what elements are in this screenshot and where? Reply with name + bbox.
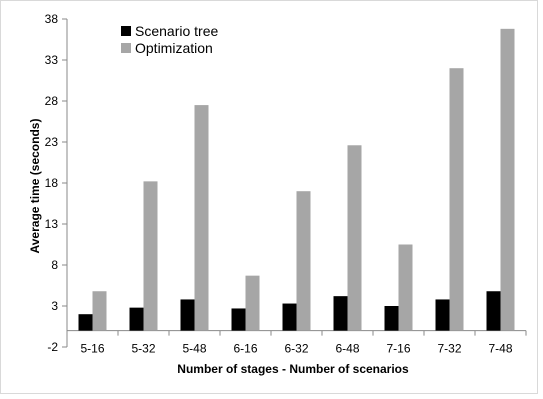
x-tick-label: 7-16 (386, 342, 410, 356)
bar-scenario-tree (333, 296, 348, 331)
bar-optimization (347, 145, 362, 331)
x-axis-title: Number of stages - Number of scenarios (177, 362, 409, 376)
x-tick-label: 7-32 (437, 342, 461, 356)
legend-swatch-scenario-tree (121, 26, 131, 36)
bar-optimization (194, 105, 209, 331)
bar-scenario-tree (435, 299, 450, 331)
bar-optimization (143, 181, 158, 331)
y-tick-label: 38 (45, 12, 59, 26)
bar-optimization (500, 28, 515, 331)
bar-optimization (398, 244, 413, 331)
legend-swatch-optimization (121, 43, 131, 53)
bar-scenario-tree (78, 314, 93, 331)
bar-optimization (92, 291, 107, 331)
chart-frame: -2 3 8 13 18 23 28 33 38 5-16 5-32 5-48 6-16 6-32 6-4… (0, 0, 538, 394)
y-axis-title: Average time (seconds) (28, 119, 42, 254)
x-tick-label: 5-16 (80, 342, 104, 356)
y-tick-label: 18 (45, 176, 59, 190)
x-tick-label: 5-32 (131, 342, 155, 356)
x-axis: 5-16 5-32 5-48 6-16 6-32 6-48 7-16 7-32 7-48 (66, 330, 527, 356)
bars (78, 28, 515, 331)
legend: Scenario tree Optimization (121, 23, 218, 56)
y-tick-label: 13 (45, 217, 59, 231)
bar-optimization (296, 191, 311, 331)
y-tick-label: -2 (47, 340, 58, 354)
x-tick-label: 7-48 (488, 342, 512, 356)
bar-optimization (449, 68, 464, 331)
bar-scenario-tree (180, 299, 195, 331)
x-tick-label: 5-48 (182, 342, 206, 356)
y-tick-label: 28 (45, 94, 59, 108)
bar-scenario-tree (486, 291, 501, 331)
x-tick-label: 6-32 (284, 342, 308, 356)
y-tick-label: 8 (51, 258, 58, 272)
bar-scenario-tree (129, 307, 144, 331)
y-tick-label: 3 (51, 299, 58, 313)
y-tick-label: 33 (45, 53, 59, 67)
bar-scenario-tree (231, 308, 246, 331)
x-tick-label: 6-16 (233, 342, 257, 356)
legend-label-scenario-tree: Scenario tree (135, 23, 218, 39)
bar-optimization (245, 275, 260, 331)
y-tick-label: 23 (45, 135, 59, 149)
x-tick-label: 6-48 (335, 342, 359, 356)
bar-scenario-tree (384, 306, 399, 331)
bar-scenario-tree (282, 303, 297, 331)
legend-label-optimization: Optimization (135, 40, 213, 56)
